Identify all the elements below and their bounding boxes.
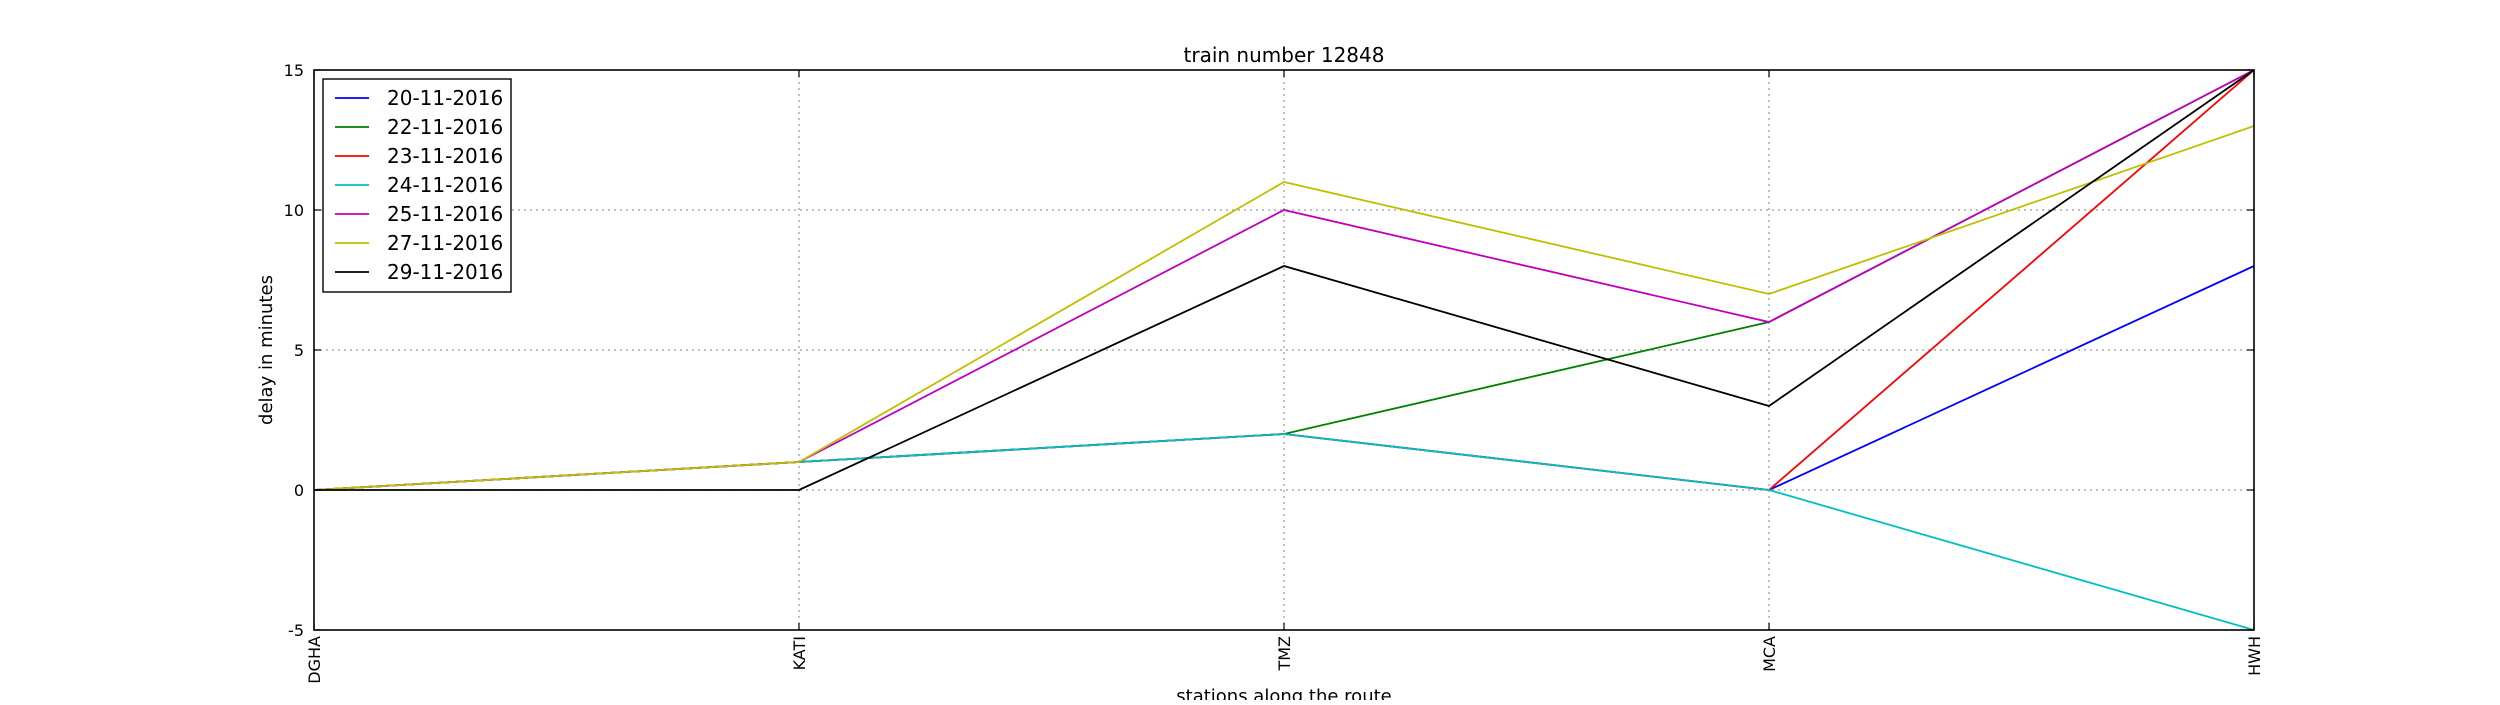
legend-label: 22-11-2016 — [387, 115, 503, 139]
x-tick-label: MCA — [1760, 636, 1779, 672]
chart-title: train number 12848 — [1184, 43, 1385, 67]
y-tick-label: 0 — [294, 481, 304, 500]
x-axis-title: stations along the route — [1176, 686, 1391, 700]
series-line-29-11-2016 — [314, 69, 2255, 491]
legend-label: 20-11-2016 — [387, 86, 503, 110]
y-tick-label: 15 — [284, 61, 304, 80]
series-line-27-11-2016 — [313, 125, 2255, 491]
legend-label: 27-11-2016 — [387, 231, 503, 255]
y-axis-title: delay in minutes — [256, 275, 277, 425]
legend-label: 29-11-2016 — [387, 260, 503, 284]
legend: 20-11-2016 22-11-2016 23-11-2016 24-11-2016… — [322, 78, 512, 293]
x-tick-label: DGHA — [305, 636, 324, 684]
legend-label: 23-11-2016 — [387, 144, 503, 168]
legend-label: 24-11-2016 — [387, 173, 503, 197]
legend-label: 25-11-2016 — [387, 202, 503, 226]
y-tick-label: 10 — [284, 201, 304, 220]
y-tick-label: 5 — [294, 341, 304, 360]
x-tick-label: HWH — [2245, 636, 2264, 676]
series-lines — [313, 69, 2255, 631]
axis-ticks: DGHA KATI TMZ MCA HWH -5 0 5 10 15 — [284, 61, 2264, 684]
x-tick-label: KATI — [790, 636, 809, 670]
x-tick-label: TMZ — [1275, 636, 1294, 672]
y-tick-label: -5 — [288, 621, 304, 640]
